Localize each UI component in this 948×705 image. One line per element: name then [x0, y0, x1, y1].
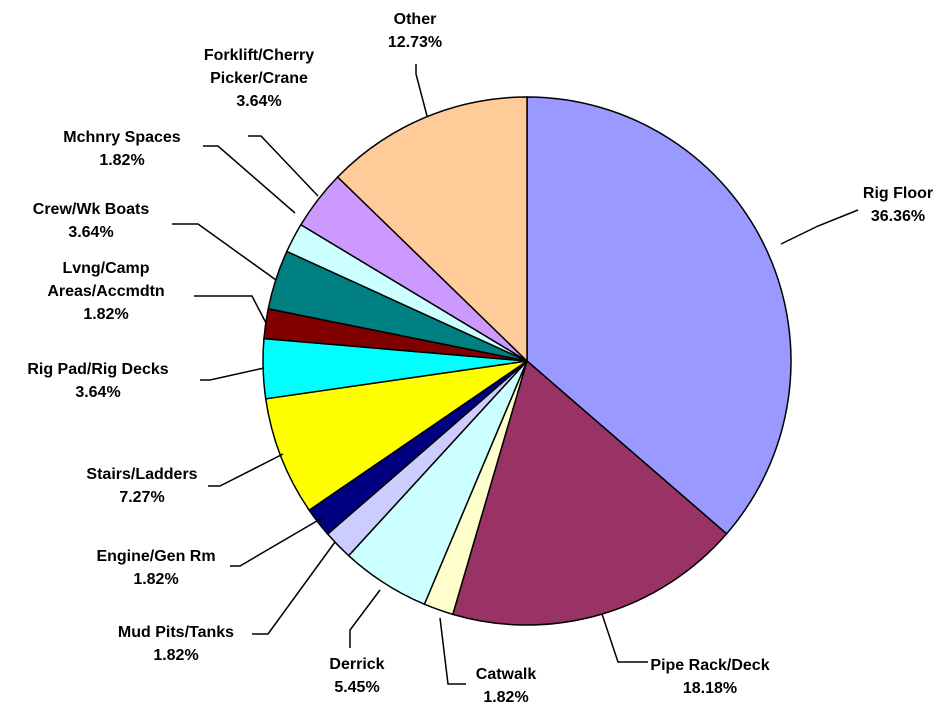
slice-label-mchnry-spaces: Mchnry Spaces 1.82% [63, 129, 180, 169]
slice-label-crew-wk-boats: Crew/Wk Boats 3.64% [33, 201, 150, 241]
leader-line-pipe-rack-deck [601, 613, 648, 663]
slice-label-mud-pits-tanks: Mud Pits/Tanks 1.82% [118, 624, 234, 664]
leader-line-lvng-camp-areas-accmdtn [194, 295, 267, 324]
pie-slices [262, 96, 792, 626]
leader-line-mchnry-spaces [203, 145, 296, 214]
slice-label-rig-floor: Rig Floor 36.36% [863, 185, 933, 225]
leader-line-catwalk [439, 617, 466, 685]
pie-slice-other [336, 96, 528, 363]
leader-line-engine-gen-rm [230, 517, 323, 567]
slice-labels: Rig Floor 36.36% Pipe Rack/Deck 18.18% Catwa… [27, 11, 933, 705]
leader-lines [172, 64, 859, 685]
leader-line-mud-pits-tanks [252, 541, 336, 635]
slice-label-other: Other 12.73% [388, 11, 442, 51]
leader-line-forklift-cherry-picker-crane [248, 135, 319, 197]
slice-label-pipe-rack-deck: Pipe Rack/Deck 18.18% [650, 657, 769, 697]
slice-label-rig-pad-rig-decks: Rig Pad/Rig Decks 3.64% [27, 361, 168, 401]
slice-label-catwalk: Catwalk 1.82% [476, 666, 537, 705]
pie-slice-rig-floor [526, 96, 792, 535]
leader-line-stairs-ladders [208, 453, 284, 487]
leader-line-rig-floor [780, 209, 859, 245]
leader-line-crew-wk-boats [172, 223, 277, 281]
slice-label-forklift-cherry-picker-crane: Forklift/Cherry Picker/Crane 3.64% [204, 47, 314, 110]
leader-line-other [415, 64, 428, 117]
leader-line-rig-pad-rig-decks [200, 367, 265, 381]
slice-label-stairs-ladders: Stairs/Ladders 7.27% [86, 466, 197, 506]
slice-label-lvng-camp-areas-accmdtn: Lvng/Camp Areas/Accmdtn 1.82% [47, 260, 164, 323]
slice-label-engine-gen-rm: Engine/Gen Rm 1.82% [96, 548, 215, 588]
pie-slice-stairs-ladders [264, 360, 528, 512]
slice-label-derrick: Derrick 5.45% [329, 656, 384, 696]
leader-line-derrick [349, 589, 381, 648]
